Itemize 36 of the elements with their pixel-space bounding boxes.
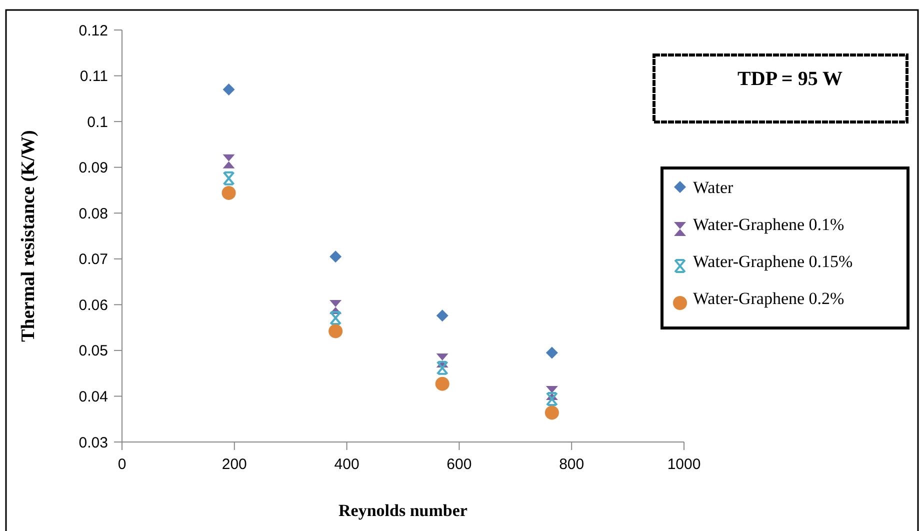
point <box>546 392 558 406</box>
point <box>330 310 342 325</box>
point <box>546 346 558 359</box>
y-tick-label: 0.12 <box>78 22 108 40</box>
legend-label: Water-Graphene 0.15% <box>693 252 853 271</box>
x-tick-label: 400 <box>334 456 360 473</box>
y-tick-label: 0.09 <box>78 160 108 177</box>
y-tick-label: 0.1 <box>87 114 108 131</box>
x-tick-label: 1000 <box>667 456 701 473</box>
point <box>222 154 235 168</box>
point <box>330 250 342 263</box>
point <box>436 310 448 322</box>
point <box>222 186 236 200</box>
y-tick-label: 0.04 <box>78 388 108 406</box>
y-tick-label: 0.05 <box>78 342 108 360</box>
legend-label: Water-Graphene 0.2% <box>693 288 844 308</box>
point <box>436 360 448 375</box>
y-tick-label: 0.06 <box>78 296 108 314</box>
text: TDP = 95 W <box>738 68 842 90</box>
point <box>328 324 343 338</box>
y-axis-title: Thermal resistance (K/W) <box>18 130 39 342</box>
legend-label: Water <box>693 178 734 197</box>
y-tick-label: 0.03 <box>78 434 108 452</box>
x-tick-label: 0 <box>118 456 126 473</box>
point <box>222 171 235 186</box>
x-tick-label: 800 <box>559 456 584 473</box>
legend-label: Water-Graphene 0.1% <box>693 214 844 234</box>
point <box>544 406 559 420</box>
x-tick-label: 200 <box>222 456 247 473</box>
point <box>435 376 450 391</box>
y-tick-label: 0.08 <box>78 205 108 222</box>
x-axis-title: Reynolds number <box>338 501 468 520</box>
y-tick-label: 0.07 <box>78 251 108 268</box>
point <box>222 84 235 96</box>
x-tick-label: 600 <box>446 456 472 473</box>
y-tick-label: 0.11 <box>80 68 108 86</box>
